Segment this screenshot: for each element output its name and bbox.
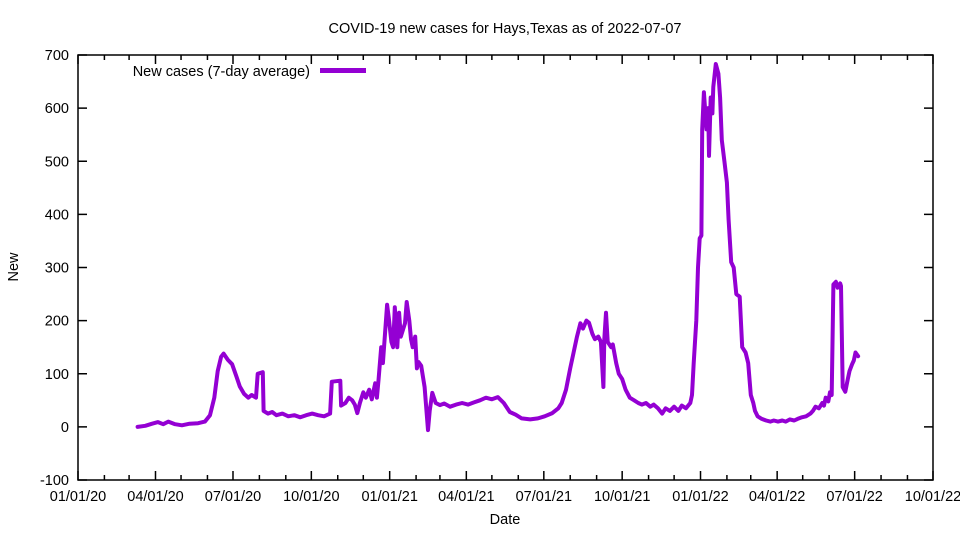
x-tick-label: 10/01/21 <box>594 489 650 505</box>
y-tick-label: 100 <box>45 367 69 383</box>
data-line <box>135 62 861 433</box>
x-tick-label: 01/01/20 <box>50 489 106 505</box>
x-tick-label: 07/01/21 <box>516 489 572 505</box>
legend-label: New cases (7-day average) <box>133 64 310 80</box>
y-tick-label: 500 <box>45 154 69 170</box>
y-tick-label: -100 <box>40 473 69 489</box>
y-tick-label: 300 <box>45 261 69 277</box>
x-tick-label: 04/01/22 <box>749 489 805 505</box>
y-tick-label: 600 <box>45 101 69 117</box>
x-tick-label: 04/01/20 <box>127 489 183 505</box>
y-axis-title: New <box>6 252 22 282</box>
y-tick-label: 200 <box>45 314 69 330</box>
chart-title: COVID-19 new cases for Hays,Texas as of … <box>329 21 682 37</box>
y-tick-label: 700 <box>45 48 69 64</box>
plot-area: -100 0 100 200 300 400 500 600 700 01/01/20 04/01/… <box>40 48 960 505</box>
y-tick-label: 400 <box>45 207 69 223</box>
x-tick-label: 04/01/21 <box>438 489 494 505</box>
x-axis-title: Date <box>490 512 521 528</box>
x-tick-label: 10/01/20 <box>283 489 339 505</box>
x-tick-label: 01/01/21 <box>361 489 417 505</box>
y-tick-label: 0 <box>61 420 69 436</box>
x-tick-label: 07/01/22 <box>826 489 882 505</box>
x-tick-label: 10/01/22 <box>905 489 960 505</box>
x-tick-label: 01/01/22 <box>672 489 728 505</box>
x-tick-label: 07/01/20 <box>205 489 261 505</box>
